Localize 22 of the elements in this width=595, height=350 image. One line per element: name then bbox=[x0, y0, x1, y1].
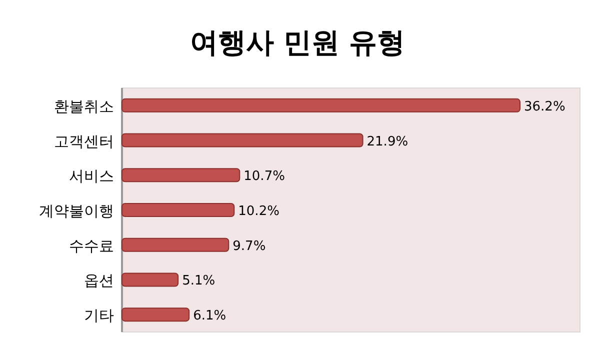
data-label: 36.2% bbox=[524, 99, 566, 114]
bar bbox=[122, 98, 520, 112]
y-tick-label: 계약불이행 bbox=[39, 202, 114, 220]
data-label: 21.9% bbox=[366, 134, 408, 150]
data-label: 5.1% bbox=[182, 274, 216, 289]
y-tick-label: 고객센터 bbox=[54, 132, 114, 150]
bar bbox=[122, 308, 190, 322]
y-tick-label: 환불취소 bbox=[54, 97, 114, 116]
bar bbox=[122, 238, 230, 252]
y-tick-label: 기타 bbox=[84, 306, 114, 325]
bar bbox=[122, 168, 240, 182]
bar bbox=[122, 203, 235, 217]
data-label: 10.7% bbox=[244, 169, 285, 184]
y-tick-label: 옵션 bbox=[84, 272, 114, 290]
data-label: 9.7% bbox=[232, 238, 266, 254]
title: 여행사 민원 유형 bbox=[190, 26, 406, 59]
y-tick-label: 수수료 bbox=[69, 236, 114, 255]
bar bbox=[122, 272, 179, 287]
data-label: 6.1% bbox=[193, 308, 226, 324]
y-tick-label: 서비스 bbox=[69, 167, 114, 186]
bar bbox=[122, 133, 364, 148]
data-label: 10.2% bbox=[238, 204, 280, 219]
